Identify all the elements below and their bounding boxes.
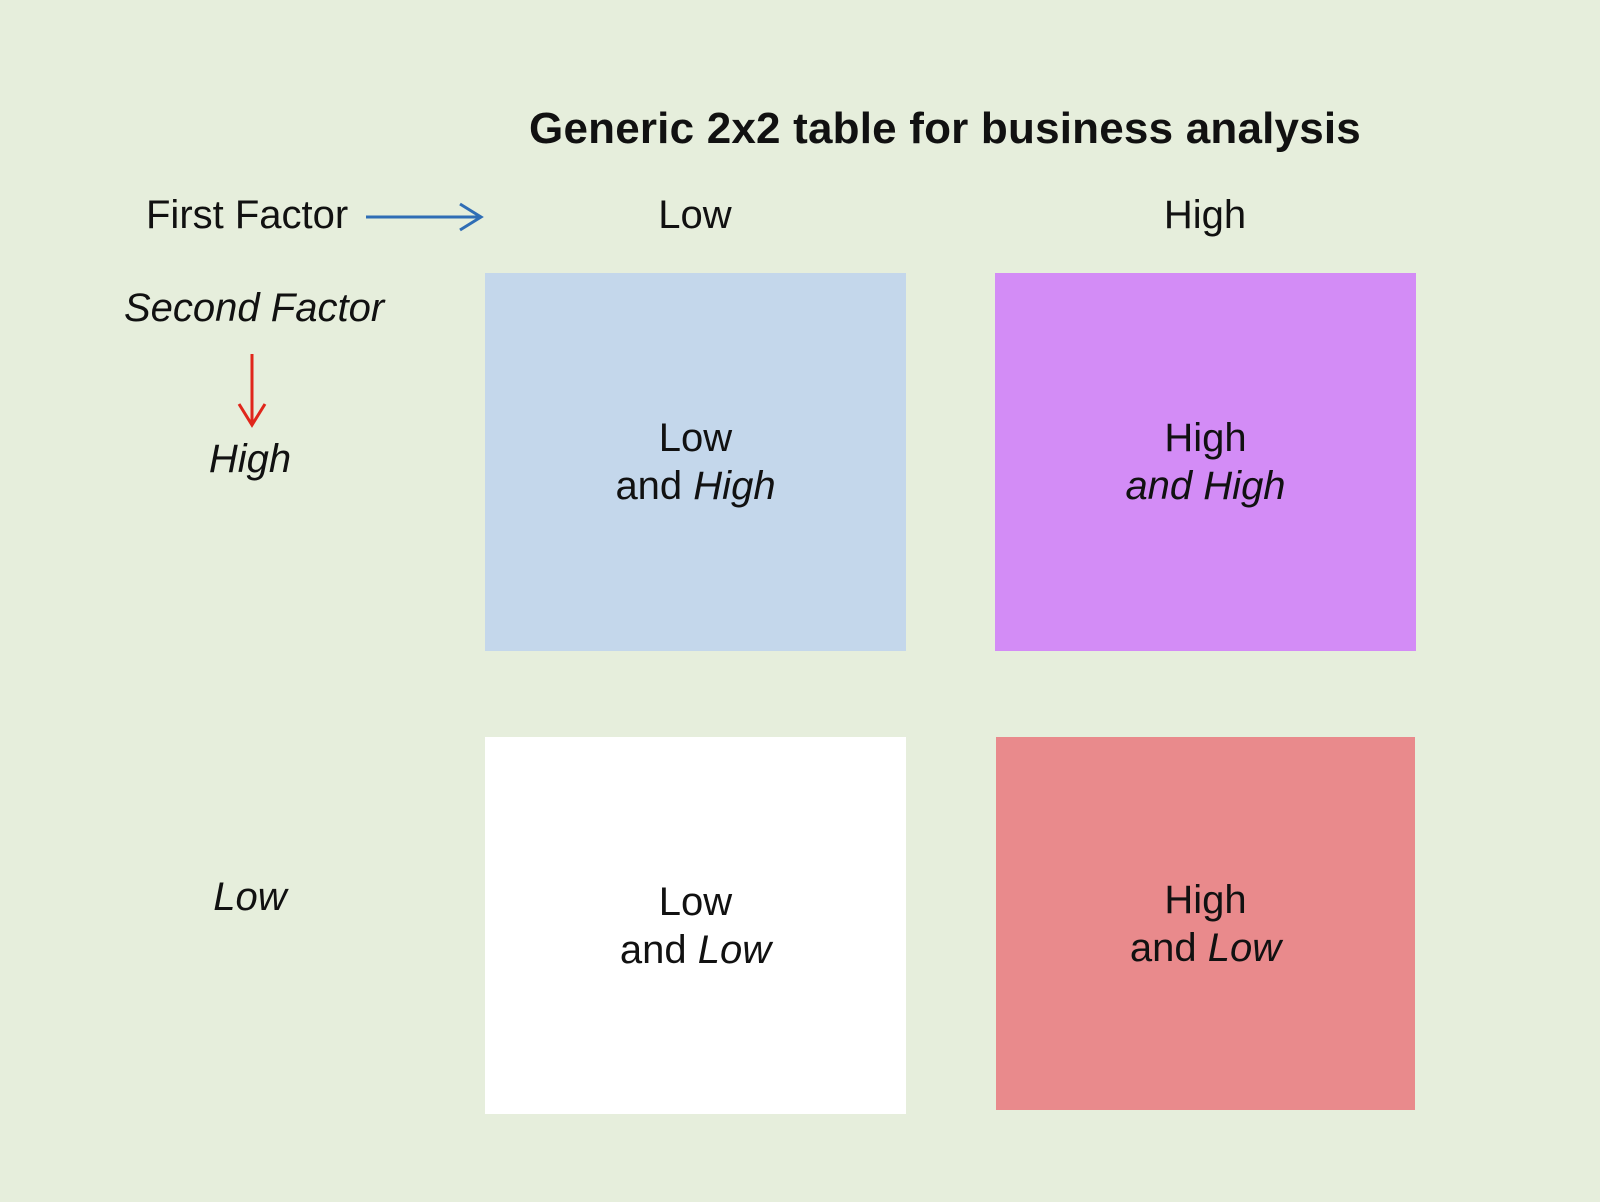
first-factor-label: First Factor xyxy=(146,193,349,237)
cell-low-and-low: Low and Low xyxy=(485,737,906,1114)
cell-line2: and Low xyxy=(1130,924,1281,972)
cell-high-and-high: High and High xyxy=(995,273,1416,651)
cell-line1: High xyxy=(1164,877,1247,922)
cell-line2-italic: and High xyxy=(1125,464,1286,508)
column-label-low: Low xyxy=(658,193,732,237)
cell-low-and-high: Low and High xyxy=(485,273,906,651)
arrow-down-icon xyxy=(237,354,267,428)
cell-high-and-low: High and Low xyxy=(996,737,1415,1110)
cell-line2-italic: High xyxy=(693,464,776,508)
cell-line1: High xyxy=(1164,416,1247,460)
column-label-high: High xyxy=(1163,193,1247,237)
row-label-high: High xyxy=(208,437,292,481)
cell-line2: and High xyxy=(615,462,775,510)
cell-line2-italic: Low xyxy=(697,927,772,972)
cell-line2: and High xyxy=(1125,462,1285,510)
second-factor-label: Second Factor xyxy=(124,286,385,330)
cell-line2: and Low xyxy=(620,926,771,974)
cell-line1: Low xyxy=(658,879,733,924)
arrow-right-icon xyxy=(366,202,484,232)
diagram-title: Generic 2x2 table for business analysis xyxy=(529,104,1361,153)
cell-line2-prefix: and xyxy=(619,927,698,972)
cell-line2-italic: Low xyxy=(1207,925,1282,970)
cell-line1: Low xyxy=(658,416,733,460)
cell-line2-prefix: and xyxy=(615,464,694,508)
cell-line2-prefix: and xyxy=(1129,925,1208,970)
row-label-low: Low xyxy=(213,875,287,919)
